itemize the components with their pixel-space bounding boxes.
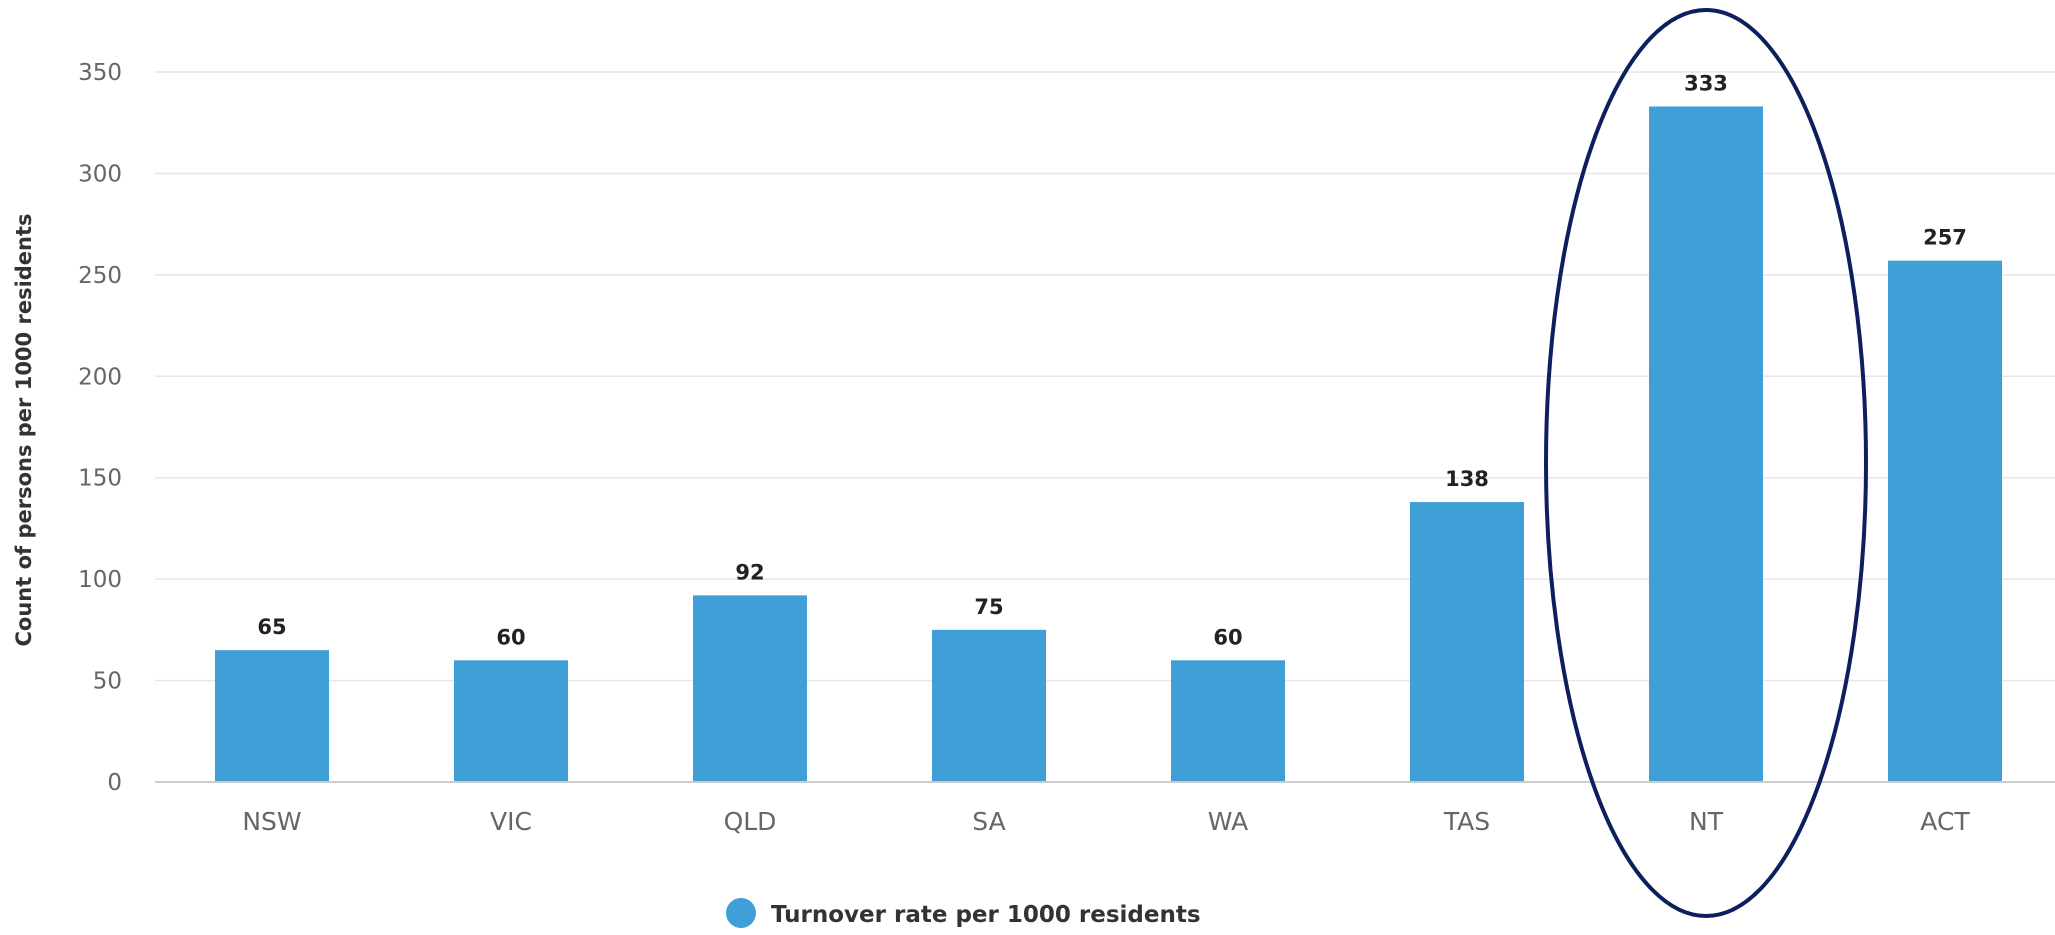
- data-label-tas: 138: [1445, 467, 1489, 491]
- data-label-nt: 333: [1684, 71, 1728, 95]
- y-tick-label: 50: [93, 669, 122, 695]
- bar-wa[interactable]: [1171, 660, 1285, 782]
- x-tick-label-tas: TAS: [1443, 807, 1490, 836]
- x-tick-label-nt: NT: [1689, 807, 1724, 836]
- x-tick-label-act: ACT: [1920, 807, 1970, 836]
- x-tick-label-qld: QLD: [724, 807, 777, 836]
- data-label-qld: 92: [735, 560, 764, 584]
- bar-nt[interactable]: [1649, 106, 1763, 782]
- y-tick-label: 350: [78, 60, 122, 86]
- data-label-vic: 60: [496, 625, 525, 649]
- data-label-nsw: 65: [257, 615, 286, 639]
- bar-qld[interactable]: [693, 595, 807, 782]
- bar-nsw[interactable]: [215, 650, 329, 782]
- bar-act[interactable]: [1888, 260, 2002, 783]
- data-labels: 65 60 92 75 60 138 333 257: [257, 71, 1967, 649]
- y-tick-label: 150: [78, 466, 122, 492]
- y-tick-label: 200: [78, 364, 122, 390]
- legend[interactable]: Turnover rate per 1000 residents: [726, 898, 1201, 928]
- x-tick-label-sa: SA: [972, 807, 1005, 836]
- y-axis-ticks: 0 50 100 150 200 250 300 350: [78, 60, 122, 796]
- x-tick-label-vic: VIC: [490, 807, 532, 836]
- data-label-wa: 60: [1213, 625, 1242, 649]
- y-tick-label: 0: [107, 770, 122, 796]
- y-tick-label: 100: [78, 567, 122, 593]
- bar-sa[interactable]: [932, 629, 1046, 782]
- y-tick-label: 300: [78, 161, 122, 187]
- y-axis-title: Count of persons per 1000 residents: [12, 213, 36, 646]
- legend-marker: [726, 898, 756, 928]
- highlight-ellipse: [1544, 8, 1868, 918]
- x-axis-ticks: NSW VIC QLD SA WA TAS NT ACT: [242, 807, 1970, 836]
- gridlines: [155, 71, 2055, 682]
- data-label-act: 257: [1923, 226, 1967, 250]
- x-tick-label-nsw: NSW: [242, 807, 301, 836]
- legend-label: Turnover rate per 1000 residents: [771, 902, 1201, 928]
- x-tick-label-wa: WA: [1208, 807, 1248, 836]
- bar-tas[interactable]: [1410, 502, 1524, 782]
- data-label-sa: 75: [974, 595, 1003, 619]
- bar-vic[interactable]: [454, 660, 568, 782]
- y-tick-label: 250: [78, 263, 122, 289]
- bars: [215, 106, 2002, 783]
